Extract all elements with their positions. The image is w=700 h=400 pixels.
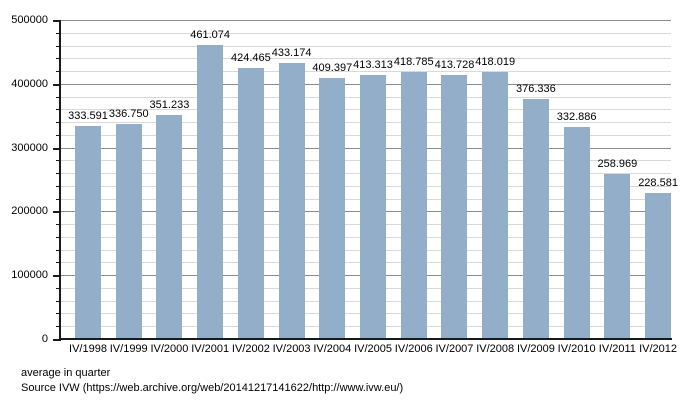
bar-value-label: 433.174	[271, 46, 312, 59]
bar-iv-1999	[115, 124, 142, 339]
bar-iv-2006	[400, 71, 427, 339]
bar-value-label: 228.581	[638, 177, 678, 190]
bar-value-label: 258.969	[597, 157, 638, 170]
y-axis-minor-tick	[56, 58, 60, 60]
x-axis-tick-label: IV/2011	[598, 343, 636, 355]
bar-iv-1998	[75, 126, 101, 339]
chart-note: average in quarter	[21, 367, 111, 379]
y-axis-minor-tick	[56, 109, 60, 111]
bar-iv-2010	[563, 126, 590, 339]
y-axis-minor-tick	[56, 160, 60, 162]
bar-value-label: 424.465	[230, 52, 271, 65]
x-axis-tick-label: IV/2010	[557, 343, 596, 355]
y-axis-major-tick	[53, 339, 60, 341]
x-axis-tick-label: IV/1999	[109, 343, 148, 355]
x-axis-tick-label: IV/2012	[639, 343, 678, 355]
x-axis-tick-label: IV/1998	[69, 343, 107, 355]
y-axis-tick-label: 300000	[11, 141, 48, 154]
y-axis-minor-tick	[56, 287, 60, 289]
y-axis-tick-label: 100000	[11, 269, 48, 282]
y-axis-tick-label: 200000	[11, 205, 48, 218]
y-axis-major-tick	[53, 20, 60, 22]
y-axis-minor-tick	[56, 236, 60, 238]
bar-value-label: 333.591	[68, 110, 108, 123]
x-axis-tick-label: IV/2008	[476, 343, 515, 355]
bar-iv-2007	[441, 75, 468, 339]
y-axis-minor-tick	[56, 96, 60, 98]
bar-value-label: 332.886	[556, 110, 597, 123]
y-axis-minor-tick	[56, 326, 60, 328]
gridline-minor	[60, 71, 671, 73]
gridline-minor	[60, 32, 671, 34]
chart-source: Source IVW (https://web.archive.org/web/…	[21, 382, 404, 394]
y-axis-tick-label: 400000	[11, 77, 48, 90]
bar-value-label: 418.019	[475, 56, 516, 69]
y-axis-major-tick	[53, 211, 60, 214]
bar-value-label: 413.728	[434, 59, 475, 72]
y-axis-minor-tick	[56, 185, 60, 187]
x-axis-tick-label: IV/2003	[272, 343, 311, 355]
y-axis-line	[59, 20, 61, 341]
bar-value-label: 413.313	[353, 59, 393, 72]
x-axis-tick-label: IV/2002	[231, 343, 270, 355]
gridline-minor	[60, 58, 671, 60]
bar-value-label: 461.074	[190, 28, 231, 41]
bar-value-label: 336.750	[108, 108, 149, 121]
y-axis-minor-tick	[56, 300, 60, 302]
y-axis-minor-tick	[56, 122, 60, 124]
y-axis-minor-tick	[56, 32, 60, 34]
x-axis-tick-label: IV/2006	[394, 343, 433, 355]
x-axis-tick-label: IV/2007	[435, 343, 474, 355]
bar-iv-2003	[278, 62, 305, 339]
y-axis-minor-tick	[56, 262, 60, 264]
bar-value-label: 418.785	[393, 55, 434, 68]
x-axis-line	[59, 338, 672, 340]
x-axis-tick-label: IV/2001	[191, 343, 230, 355]
bar-iv-2000	[156, 114, 183, 339]
x-axis-tick-label: IV/2009	[516, 343, 555, 355]
y-axis-minor-tick	[56, 173, 60, 175]
y-axis-minor-tick	[56, 249, 60, 251]
x-axis-tick-label: IV/2004	[313, 343, 352, 355]
y-axis-major-tick	[53, 275, 60, 278]
bar-iv-2011	[604, 173, 631, 339]
bar-iv-2004	[319, 77, 346, 339]
bar-value-label: 409.397	[312, 61, 353, 74]
y-axis-minor-tick	[56, 224, 60, 226]
y-axis-minor-tick	[56, 45, 60, 47]
y-axis-major-tick	[53, 147, 60, 150]
x-axis-tick-label: IV/2000	[150, 343, 189, 355]
bar-value-label: 376.336	[516, 82, 556, 95]
y-axis-minor-tick	[56, 134, 60, 136]
bar-value-label: 351.233	[149, 98, 190, 111]
y-axis-tick-label: 500000	[11, 14, 48, 26]
bar-iv-2002	[237, 68, 264, 339]
gridline-minor	[60, 45, 671, 47]
bar-iv-2005	[360, 75, 387, 339]
bar-iv-2001	[197, 44, 224, 339]
bar-iv-2008	[482, 72, 509, 339]
bar-iv-2012	[645, 193, 672, 339]
y-axis-minor-tick	[56, 313, 60, 315]
gridline-major	[60, 20, 671, 21]
y-axis-minor-tick	[56, 71, 60, 73]
y-axis-tick-label: 0	[41, 333, 48, 345]
y-axis-major-tick	[53, 83, 60, 86]
y-axis-minor-tick	[56, 198, 60, 200]
bar-iv-2009	[522, 98, 549, 339]
x-axis-tick-label: IV/2005	[354, 343, 392, 355]
